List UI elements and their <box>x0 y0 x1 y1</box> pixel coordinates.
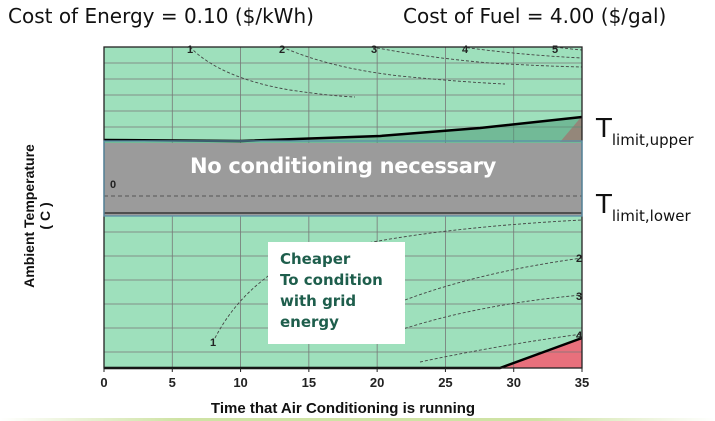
upper-boundary-shade <box>104 117 582 143</box>
no-conditioning-label: No conditioning necessary <box>189 154 497 178</box>
y-axis-label-line: Ambient Temperature <box>21 144 37 288</box>
y-axis-label-line: ( C ) <box>37 202 53 230</box>
contour-line <box>404 257 583 301</box>
contour-line <box>461 46 583 59</box>
contour-label-upper: 5 <box>552 44 558 56</box>
cheaper-grid-energy-box: Cheaper To condition with grid energy <box>268 242 405 344</box>
x-tick-label: 10 <box>233 375 247 390</box>
bottom-divider <box>0 418 715 421</box>
contour-line <box>281 46 506 85</box>
contour-label-lower: 4 <box>576 330 583 342</box>
x-tick-label: 20 <box>370 375 384 390</box>
cheaper-line: To condition <box>280 271 383 289</box>
y-axis-label: Ambient Temperature( C ) <box>21 131 53 301</box>
cheaper-line: energy <box>280 313 339 331</box>
contour-line <box>189 46 356 98</box>
x-tick-label: 35 <box>575 375 589 390</box>
contour-label-lower: 1 <box>210 337 216 349</box>
contour-line <box>419 333 583 363</box>
cheaper-line: with grid <box>280 292 357 310</box>
energy-cost-label: Cost of Energy = 0.10 ($/kWh) <box>8 4 314 28</box>
t-limit-upper-subscript: limit,upper <box>611 131 694 149</box>
band-center-label: 0 <box>110 179 116 191</box>
contour-label-upper: 3 <box>371 44 377 56</box>
contour-label-lower: 2 <box>576 253 582 265</box>
contour-line <box>399 294 583 331</box>
contour-label-upper: 1 <box>187 44 193 56</box>
fuel-cost-label: Cost of Fuel = 4.00 ($/gal) <box>403 4 667 28</box>
t-limit-lower-label: Tlimit,lower <box>596 190 691 225</box>
cheaper-line: Cheaper <box>280 250 351 268</box>
t-limit-upper-label: Tlimit,upper <box>596 114 694 149</box>
x-tick-label: 15 <box>302 375 316 390</box>
t-symbol: T <box>596 114 612 144</box>
t-limit-lower-subscript: limit,lower <box>611 207 691 225</box>
x-tick-label: 30 <box>506 375 520 390</box>
x-axis-label: Time that Air Conditioning is running <box>210 400 476 417</box>
x-tick-label: 25 <box>438 375 452 390</box>
t-symbol: T <box>596 190 612 220</box>
x-tick-label: 5 <box>169 375 176 390</box>
contour-label-upper: 2 <box>279 44 285 56</box>
contour-label-lower: 3 <box>576 291 582 303</box>
band-outline <box>103 140 583 217</box>
x-tick-label: 0 <box>100 375 107 390</box>
contour-label-upper: 4 <box>462 44 469 56</box>
no-conditioning-band <box>104 143 582 216</box>
